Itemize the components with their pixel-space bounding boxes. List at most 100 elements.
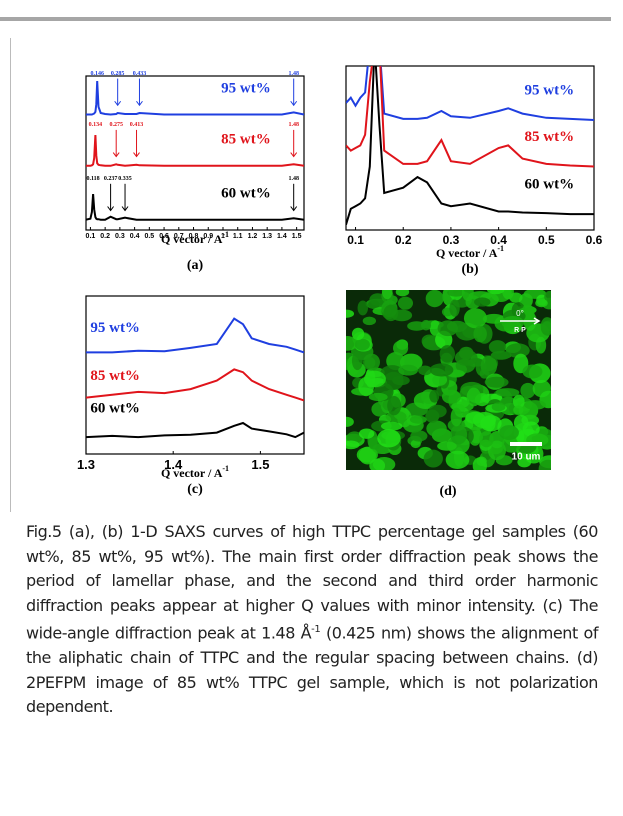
series-label: 60 wt%	[90, 400, 140, 416]
plot-frame	[85, 75, 305, 231]
series-label: 85 wt%	[525, 129, 575, 145]
x-tick-label: 1.3	[262, 233, 272, 240]
cell	[522, 421, 540, 437]
x-tick-label: 1.5	[251, 457, 269, 472]
cell	[383, 304, 399, 322]
x-tick-label: 0.5	[144, 233, 154, 240]
plot-area	[86, 81, 304, 221]
panel-label: (c)	[187, 482, 203, 497]
x-tick-label: 0.3	[115, 233, 125, 240]
x-tick-label: 1	[221, 233, 225, 240]
x-tick-label: 0.6	[586, 233, 603, 247]
cell	[387, 395, 402, 416]
peak-label: 0.335	[118, 176, 132, 182]
peak-arrowhead	[121, 206, 129, 212]
cell	[439, 345, 456, 363]
x-axis-label-text: Q vector / A	[161, 232, 223, 246]
cell	[393, 340, 409, 356]
x-tick-label: 1.4	[277, 233, 287, 240]
cell	[381, 290, 393, 300]
cell	[410, 439, 421, 449]
cell	[395, 290, 410, 297]
cell	[463, 308, 487, 329]
cell	[368, 392, 388, 402]
cell	[346, 336, 358, 351]
cell	[479, 431, 494, 448]
peak-label: 0.237	[104, 176, 118, 182]
micrograph	[346, 290, 551, 470]
x-axis-label-sup: -1	[497, 244, 504, 253]
cell	[474, 297, 491, 307]
peak-label: 0.275	[109, 122, 123, 128]
cell	[445, 450, 470, 469]
peak-arrowhead	[133, 152, 140, 158]
x-tick-label: 1.5	[292, 233, 302, 240]
peak-arrowhead	[114, 100, 122, 107]
cell	[524, 400, 546, 410]
cell	[354, 338, 370, 351]
x-tick-label: 1.4	[164, 457, 183, 472]
x-axis-label-text: Q vector / A	[436, 246, 498, 260]
curve	[86, 134, 304, 167]
peak-arrowhead	[136, 100, 143, 107]
cell	[461, 290, 474, 302]
cell	[487, 290, 505, 295]
cell	[512, 394, 525, 409]
x-tick-label: 1.1	[233, 233, 243, 240]
peak-label: 0.285	[111, 71, 125, 77]
x-tick-label: 1.3	[77, 457, 95, 472]
curve	[86, 317, 304, 354]
peak-arrowhead	[290, 206, 298, 212]
panel-label: (d)	[439, 484, 456, 499]
polarizer-label: R P	[514, 327, 526, 334]
cell	[346, 309, 355, 318]
curve	[86, 81, 304, 116]
scale-bar-label: 10 um	[512, 452, 541, 463]
cell	[544, 290, 551, 303]
cell	[479, 369, 490, 379]
cell	[428, 404, 447, 418]
cell	[476, 456, 487, 467]
cell	[502, 290, 514, 300]
cell	[501, 316, 525, 330]
curve	[346, 66, 594, 168]
cell	[432, 374, 448, 386]
peak-arrowhead	[290, 152, 298, 158]
x-tick-label: 0.6	[159, 233, 169, 240]
cell	[447, 290, 465, 297]
cell	[380, 421, 403, 431]
cell	[377, 429, 401, 448]
panel-label: (a)	[187, 258, 204, 273]
polarizer-arrowhead	[533, 317, 541, 325]
cell	[488, 340, 507, 354]
x-tick-label: 0.4	[490, 233, 507, 247]
plot-frame	[345, 65, 595, 231]
curve	[86, 194, 304, 221]
cell	[418, 365, 432, 376]
scale-bar	[510, 442, 542, 446]
cell	[517, 456, 532, 468]
x-tick-label: 0.7	[174, 233, 184, 240]
cell	[369, 458, 386, 470]
peak-label: 1.48	[288, 71, 299, 77]
x-axis-label: Q vector / A-1	[161, 230, 229, 246]
cell	[522, 364, 543, 379]
cell	[538, 459, 551, 470]
cell	[425, 290, 444, 308]
series-label: 85 wt%	[90, 368, 140, 384]
cell	[351, 327, 365, 341]
x-tick-label: 0.2	[100, 233, 110, 240]
cell	[520, 382, 536, 399]
series-label: 95 wt%	[90, 320, 140, 336]
x-tick-label: 1.2	[248, 233, 258, 240]
curve	[86, 368, 304, 402]
cell	[465, 411, 485, 424]
caption-text: (0.425 nm) shows the alignment of the al…	[26, 623, 599, 717]
curve	[86, 421, 304, 439]
top-rule	[0, 17, 611, 21]
cell	[346, 440, 360, 450]
cell	[513, 405, 524, 415]
cell	[358, 428, 375, 439]
x-axis-label: Q vector / A-1	[436, 244, 504, 260]
cell	[363, 370, 386, 388]
